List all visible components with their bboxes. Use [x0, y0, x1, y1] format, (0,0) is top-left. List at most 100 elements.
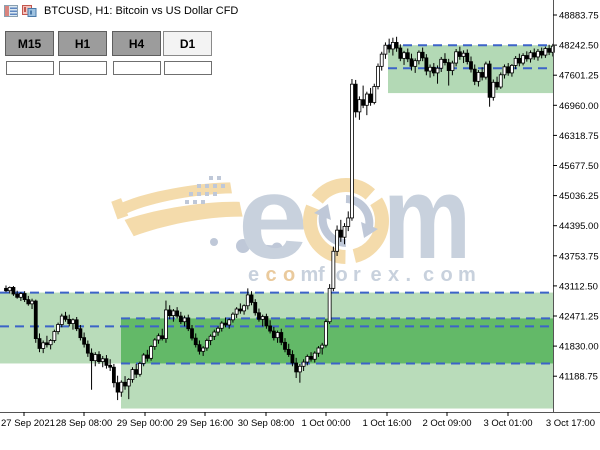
price-axis-label: 45677.50 — [559, 161, 599, 172]
candle — [264, 316, 269, 327]
candle — [357, 99, 362, 113]
candle — [309, 356, 313, 360]
candle — [234, 308, 239, 315]
candle — [528, 52, 533, 60]
watermark-domain-letter: m — [458, 264, 476, 286]
candle — [324, 321, 328, 346]
candle — [431, 66, 436, 74]
candle — [138, 363, 142, 375]
timeframe-button-d1[interactable]: D1 — [163, 31, 212, 56]
timeframe-input-d1[interactable] — [164, 61, 212, 75]
candle — [74, 319, 79, 330]
chart-window-icon — [22, 5, 37, 17]
candle — [108, 364, 113, 368]
candle — [126, 379, 131, 387]
candle — [275, 332, 280, 339]
candle — [167, 309, 172, 316]
candle — [305, 356, 310, 363]
timeframe-button-m15[interactable]: M15 — [5, 31, 54, 56]
candle — [420, 51, 425, 59]
candle — [457, 51, 462, 57]
candle — [164, 309, 168, 339]
candle — [383, 44, 388, 55]
candle — [346, 217, 351, 227]
candle — [279, 332, 284, 343]
svg-text:e: e — [238, 152, 308, 284]
timeframe-button-h4[interactable]: H4 — [112, 31, 161, 56]
candle — [338, 229, 343, 238]
timeframe-input-h4[interactable] — [113, 61, 161, 75]
timeframe-input-h1[interactable] — [59, 61, 107, 75]
chart-title-bar: BTCUSD, H1: Bitcoin vs US Dollar CFD — [4, 3, 238, 19]
candle — [85, 343, 90, 354]
candle — [483, 63, 488, 78]
candle — [11, 287, 16, 295]
candle — [190, 328, 194, 339]
candle — [443, 58, 447, 63]
candle — [130, 369, 135, 380]
candle — [227, 319, 232, 326]
candle — [67, 318, 72, 324]
watermark-domain-letter: o — [283, 264, 295, 286]
candle — [495, 81, 499, 88]
candle — [350, 83, 354, 219]
candle — [387, 44, 392, 50]
time-axis-label: 27 Sep 2021 — [1, 418, 55, 429]
candle — [286, 348, 291, 355]
candle — [115, 382, 120, 393]
candle — [502, 66, 507, 76]
candle — [543, 48, 548, 56]
candle — [312, 352, 317, 360]
watermark-domain-letter: m — [301, 264, 319, 286]
candle — [18, 293, 23, 298]
candle — [260, 316, 265, 320]
candle — [417, 51, 421, 62]
candle — [89, 352, 94, 362]
candle — [171, 310, 176, 316]
candle — [465, 52, 470, 63]
axes-layer: 48883.75 48242.50 47601.25 46960.00 46318.75… — [0, 0, 600, 429]
candle — [41, 342, 46, 349]
candle — [30, 300, 34, 305]
timeframe-button-h1[interactable]: H1 — [58, 31, 107, 56]
candle — [178, 315, 183, 323]
candle — [175, 310, 180, 317]
candle — [33, 300, 38, 339]
candle — [63, 315, 68, 320]
candle — [193, 337, 198, 346]
candle — [7, 287, 12, 292]
watermark-domain-letter: f — [318, 264, 325, 286]
candle — [550, 45, 555, 53]
candle — [424, 57, 429, 72]
price-axis-label: 46318.75 — [559, 131, 599, 142]
candle — [379, 53, 384, 67]
candles-layer — [4, 36, 555, 401]
candle — [487, 63, 492, 98]
candle — [152, 339, 157, 347]
time-axis-label: 1 Oct 16:00 — [362, 418, 411, 429]
candle — [469, 61, 473, 70]
candle — [97, 354, 101, 362]
timeframe-input-m15[interactable] — [6, 61, 54, 75]
candle — [156, 335, 161, 341]
candle — [361, 99, 366, 106]
candle — [513, 57, 518, 66]
candle — [4, 287, 8, 292]
candle — [536, 50, 540, 58]
candle — [71, 319, 75, 324]
candle — [216, 327, 220, 333]
svg-text:m: m — [383, 152, 471, 284]
candle — [413, 60, 418, 67]
candle — [301, 361, 306, 367]
candle — [111, 366, 116, 384]
candle — [353, 83, 358, 113]
candle — [394, 42, 399, 49]
candle — [78, 328, 83, 339]
candle — [435, 67, 440, 74]
quotes-table-icon — [4, 5, 18, 17]
price-axis-label: 44395.00 — [559, 221, 599, 232]
watermark-logo: e me c o m f o r e x. c o m — [111, 152, 476, 286]
candle — [249, 294, 254, 303]
candle — [368, 93, 373, 103]
